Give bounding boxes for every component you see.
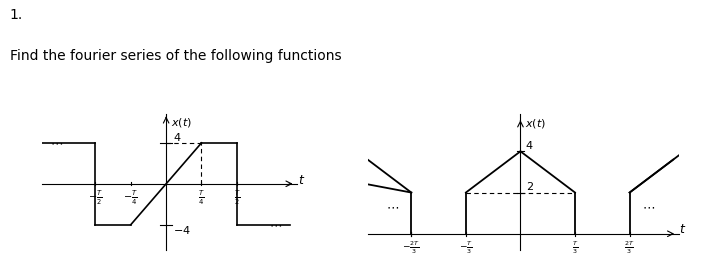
Text: $\frac{T}{4}$: $\frac{T}{4}$ — [198, 189, 205, 207]
Text: 1.: 1. — [10, 8, 23, 22]
Text: $-\frac{2T}{3}$: $-\frac{2T}{3}$ — [402, 240, 420, 256]
Text: $t$: $t$ — [298, 174, 305, 187]
Text: $-\frac{T}{4}$: $-\frac{T}{4}$ — [124, 189, 138, 207]
Text: $-\frac{T}{2}$: $-\frac{T}{2}$ — [88, 189, 103, 207]
Text: $t$: $t$ — [679, 223, 686, 236]
Text: Find the fourier series of the following functions: Find the fourier series of the following… — [10, 49, 341, 63]
Text: $\frac{T}{3}$: $\frac{T}{3}$ — [572, 240, 578, 256]
Text: 4: 4 — [526, 141, 533, 151]
Text: $\cdots$: $\cdots$ — [642, 200, 655, 214]
Text: $\cdots$: $\cdots$ — [269, 218, 282, 231]
Text: $\cdots$: $\cdots$ — [50, 136, 63, 149]
Text: $x(t)$: $x(t)$ — [525, 117, 546, 130]
Text: $\cdots$: $\cdots$ — [385, 200, 399, 214]
Text: $-4$: $-4$ — [173, 224, 191, 236]
Text: $-\frac{T}{3}$: $-\frac{T}{3}$ — [459, 240, 473, 256]
Text: $\frac{2T}{3}$: $\frac{2T}{3}$ — [624, 240, 635, 256]
Text: 2: 2 — [526, 183, 533, 192]
Text: $x(t)$: $x(t)$ — [171, 116, 192, 129]
Text: $\frac{T}{2}$: $\frac{T}{2}$ — [233, 189, 240, 207]
Text: 4: 4 — [173, 133, 180, 143]
